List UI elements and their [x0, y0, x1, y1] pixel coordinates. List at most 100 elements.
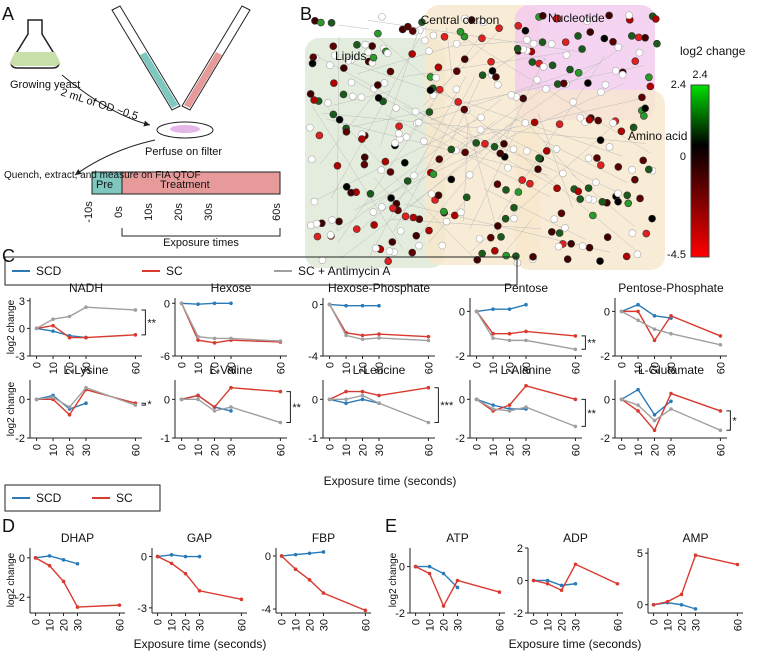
x-axis-label: Exposure time (seconds) — [134, 637, 267, 651]
data-point — [718, 428, 723, 433]
node — [391, 139, 399, 147]
x-tick-label: 30 — [691, 619, 703, 631]
edge — [520, 116, 576, 177]
node — [614, 163, 623, 171]
data-point — [636, 387, 640, 392]
x-tick-label: 0 — [277, 619, 289, 625]
data-point — [61, 558, 66, 562]
edge — [369, 75, 467, 257]
data-point — [183, 571, 188, 576]
y-tick-label: 0 — [604, 306, 610, 318]
node — [313, 232, 322, 241]
node — [347, 78, 356, 87]
legend-box-c — [4, 256, 518, 286]
node — [501, 214, 510, 223]
node — [631, 57, 640, 65]
data-point — [377, 336, 381, 340]
edge — [390, 219, 542, 229]
node — [609, 37, 617, 46]
node — [636, 194, 644, 203]
node — [415, 241, 423, 250]
data-point — [652, 327, 657, 332]
y-tick-label: -4 — [261, 604, 271, 616]
node — [550, 215, 559, 223]
data-point — [239, 597, 244, 602]
edge — [456, 87, 546, 153]
node — [473, 256, 482, 264]
node — [366, 189, 375, 198]
chart-title: Hexose-Phosphate — [328, 281, 430, 295]
y-tick-label: 0 — [459, 306, 465, 318]
node — [494, 222, 502, 230]
node — [507, 91, 516, 99]
node — [440, 32, 449, 41]
y-tick-label: 0 — [459, 394, 465, 406]
node — [450, 211, 459, 220]
series-line — [621, 398, 721, 431]
series-line — [281, 551, 324, 557]
node — [377, 166, 386, 174]
node — [478, 71, 487, 79]
node — [562, 51, 571, 59]
node — [547, 228, 556, 236]
node — [329, 42, 338, 51]
node — [552, 14, 561, 23]
y-tick-label: -3 — [15, 351, 25, 363]
y-tick-label: 0 — [265, 551, 271, 563]
data-point — [33, 556, 38, 560]
data-point — [196, 334, 200, 339]
x-tick-label: 30 — [666, 444, 678, 456]
node — [597, 88, 605, 96]
node — [461, 14, 469, 23]
node — [357, 93, 366, 102]
x-tick-label: 30 — [73, 619, 85, 631]
node — [310, 96, 318, 104]
legend-label: SC + Antimycin A — [298, 264, 390, 278]
data-point — [363, 608, 368, 613]
node — [479, 18, 487, 27]
significance-label: ** — [587, 408, 596, 420]
node — [496, 149, 505, 158]
data-point — [117, 603, 122, 607]
y-tick-label: 0 — [19, 553, 25, 565]
node — [502, 251, 510, 260]
node — [628, 166, 636, 174]
data-point — [652, 413, 657, 417]
x-tick-label: 30 — [521, 444, 533, 456]
node — [500, 140, 508, 148]
node — [344, 56, 353, 65]
data-point — [573, 334, 578, 338]
data-point — [278, 339, 283, 343]
node — [574, 32, 582, 40]
edge — [404, 203, 611, 253]
data-point — [196, 338, 200, 342]
data-point — [212, 405, 217, 409]
data-point — [344, 333, 348, 338]
series-line — [533, 579, 576, 587]
y-tick-label: 0 — [637, 600, 643, 612]
panel-letter: A — [2, 4, 14, 24]
node — [342, 128, 351, 136]
node — [645, 73, 653, 82]
node — [578, 45, 586, 53]
data-point — [679, 592, 684, 597]
significance-bracket — [434, 387, 439, 424]
node — [567, 239, 575, 248]
node — [454, 98, 462, 106]
node — [447, 145, 456, 154]
node — [542, 147, 551, 155]
x-tick-label: 20 — [305, 619, 317, 631]
data-point — [179, 301, 184, 306]
data-point — [718, 334, 723, 338]
node — [435, 85, 444, 94]
node — [529, 39, 538, 48]
node — [306, 123, 314, 132]
node — [432, 73, 440, 82]
node — [585, 115, 594, 124]
node — [592, 178, 600, 187]
edge — [540, 56, 548, 61]
data-point — [735, 562, 740, 567]
chart-title: NADH — [69, 281, 103, 295]
node — [555, 120, 564, 128]
node — [425, 47, 433, 55]
